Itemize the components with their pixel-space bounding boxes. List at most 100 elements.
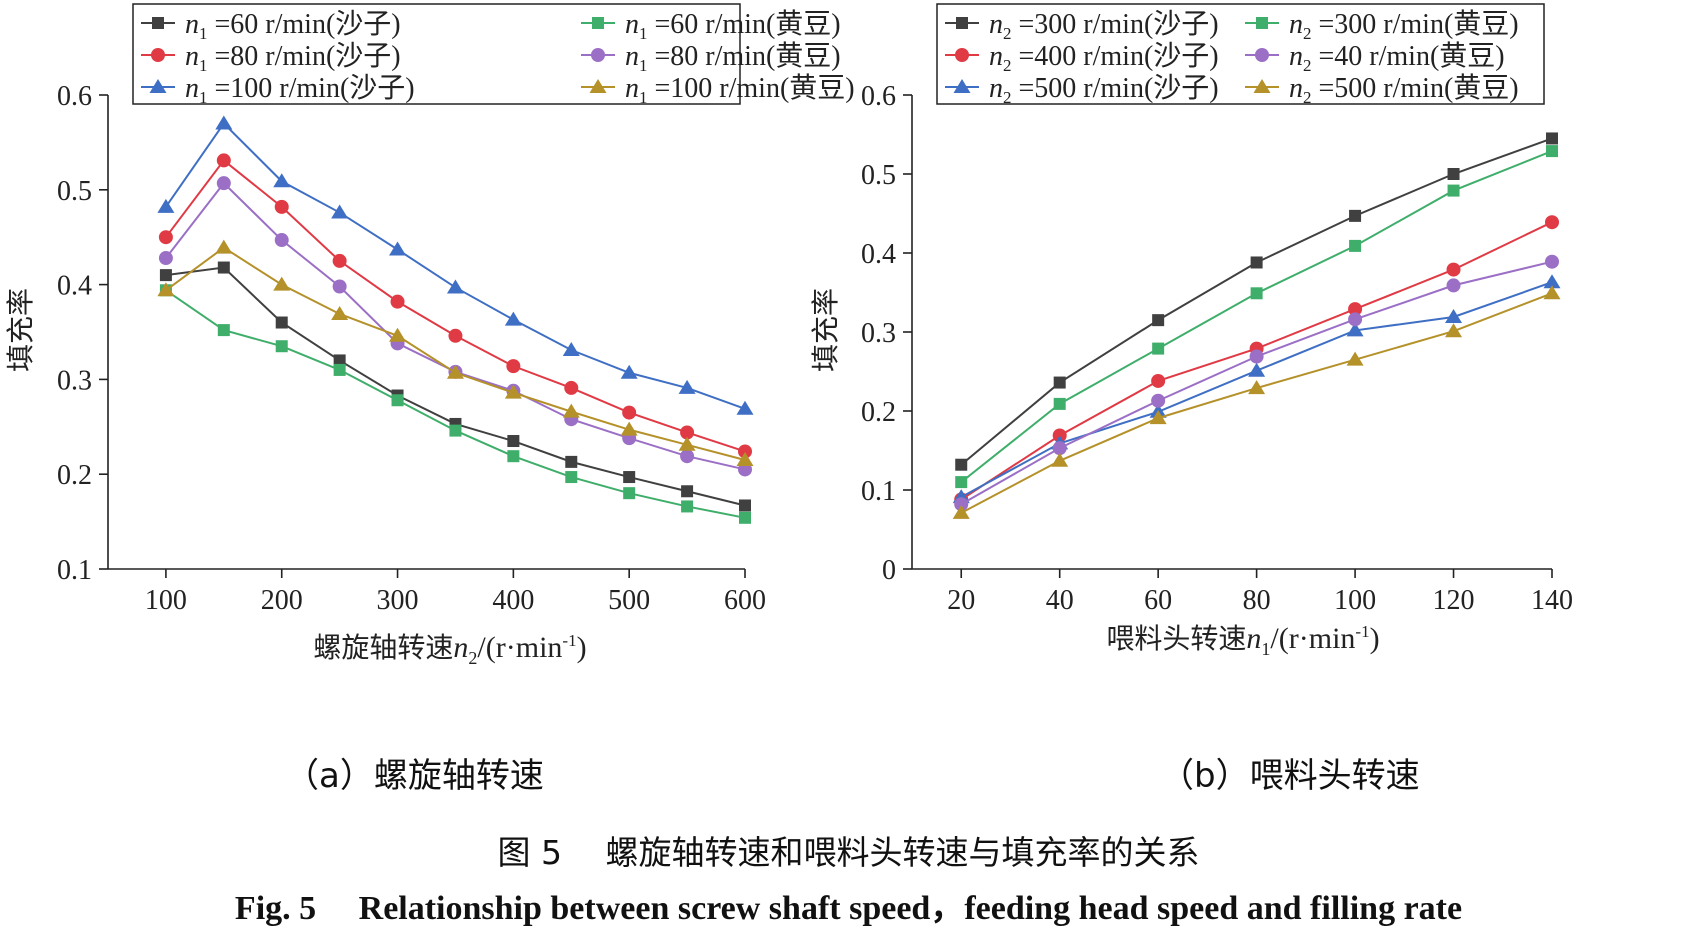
x-axis-label-var: n (453, 631, 468, 664)
y-tick-label: 0.3 (861, 318, 896, 349)
data-point (1248, 362, 1266, 377)
legend-text: =80 r/min(黄豆) (648, 40, 841, 72)
series-3 (159, 284, 751, 524)
data-point (1152, 314, 1165, 327)
legend-label: n2 =400 r/min(沙子) (989, 41, 1219, 75)
data-point (562, 342, 580, 357)
legend-marker (956, 17, 968, 29)
data-point (739, 499, 751, 512)
series-2 (157, 115, 754, 415)
data-point (1052, 441, 1067, 456)
y-tick-label: 0.3 (57, 365, 92, 396)
data-point (562, 403, 580, 418)
x-tick-label: 120 (1433, 585, 1475, 616)
legend-text: =100 r/min(沙子) (208, 73, 415, 104)
legend-var: n (989, 9, 1003, 40)
legend-var: n (1289, 41, 1303, 72)
legend-sub: 1 (639, 56, 648, 75)
legend-sub: 1 (199, 56, 208, 75)
chart-b: 0 0.1 0.2 0.3 0.4 0.5 0.6 20 40 60 80 100 120 140 填充率喂… (809, 3, 1573, 659)
data-point (1546, 132, 1558, 145)
data-point (622, 405, 637, 420)
data-point (504, 384, 522, 399)
series-line (165, 266, 746, 507)
legend-text: =400 r/min(沙子) (1012, 41, 1219, 72)
data-point (623, 471, 636, 484)
legend-text: =60 r/min(黄豆) (648, 8, 841, 40)
legend-var: n (185, 73, 199, 104)
x-tick-label: 500 (608, 585, 650, 616)
y-tick-label: 0.1 (57, 555, 92, 586)
y-tick-label: 0 (882, 555, 896, 586)
legend-marker (589, 79, 607, 93)
legend-box (936, 3, 1545, 105)
legend-label: n2 =300 r/min(黄豆) (1289, 8, 1519, 43)
y-tick-label: 0.4 (57, 271, 92, 302)
data-point (564, 380, 579, 395)
legend-var: n (625, 41, 639, 72)
legend-box (132, 3, 741, 105)
x-axis-label-sup: -1 (562, 631, 576, 650)
legend-label: n1 =80 r/min(沙子) (185, 41, 401, 75)
legend-sub: 2 (1003, 56, 1012, 75)
data-point (739, 511, 751, 524)
legend-marker (1255, 48, 1269, 62)
data-point (274, 233, 289, 248)
legend-sub: 2 (1303, 88, 1312, 107)
data-point (1346, 322, 1364, 337)
legend-label: n1 =60 r/min(沙子) (185, 9, 401, 43)
legend-label: n2 =40 r/min(黄豆) (1289, 40, 1505, 75)
data-point (1151, 393, 1166, 408)
legend-label: n1 =80 r/min(黄豆) (625, 40, 841, 75)
data-point (955, 458, 968, 471)
series-line (960, 292, 1553, 514)
data-point (1349, 209, 1362, 222)
x-axis-label-close: ) (1370, 622, 1380, 655)
legend-text: =500 r/min(沙子) (1012, 73, 1219, 104)
data-point (1543, 274, 1561, 289)
data-point (1445, 323, 1463, 338)
data-point (215, 115, 233, 130)
x-tick-label: 40 (1046, 585, 1074, 616)
data-point (504, 311, 522, 326)
data-point (274, 199, 289, 214)
legend-sub: 2 (1303, 56, 1312, 75)
data-point (333, 354, 346, 367)
legend-var: n (989, 41, 1003, 72)
legend-label: n2 =300 r/min(沙子) (989, 9, 1219, 43)
data-point (1446, 262, 1461, 277)
data-point (736, 400, 754, 415)
x-axis-label-text: 喂料头转速 (1106, 622, 1246, 655)
x-tick-label: 100 (145, 585, 187, 616)
chart-a: 0.1 0.2 0.3 0.4 0.5 0.6 100 200 300 400 500 600 填充率螺… (4, 3, 855, 668)
legend-marker (149, 79, 167, 93)
data-point (157, 198, 175, 213)
series-1 (158, 153, 752, 459)
data-point (1149, 410, 1167, 425)
legend-sub: 2 (1003, 88, 1012, 107)
data-point (1249, 349, 1264, 364)
data-point (389, 241, 407, 256)
data-point (159, 269, 172, 282)
legend-var: n (185, 41, 199, 72)
legend-var: n (1289, 73, 1303, 104)
legend-sub: 1 (199, 24, 208, 43)
x-tick-label: 80 (1243, 585, 1271, 616)
legend-text: =300 r/min(沙子) (1012, 9, 1219, 40)
y-tick-label: 0.6 (57, 81, 92, 112)
x-axis-label-unit: /(r·min (1270, 622, 1355, 655)
data-point (333, 363, 346, 376)
series-4 (954, 254, 1559, 512)
data-point (1546, 145, 1558, 158)
data-point (1543, 285, 1561, 300)
data-point (158, 230, 173, 245)
data-point (678, 379, 696, 394)
legend-marker (955, 48, 969, 62)
data-point (565, 471, 578, 484)
figure-caption-en: Fig. 5 Relationship between screw shaft … (234, 890, 1463, 927)
data-point (273, 173, 291, 188)
data-point (158, 251, 173, 266)
y-axis-label: 填充率 (4, 288, 37, 372)
data-point (448, 328, 463, 343)
legend-text: =100 r/min(黄豆) (648, 72, 855, 104)
